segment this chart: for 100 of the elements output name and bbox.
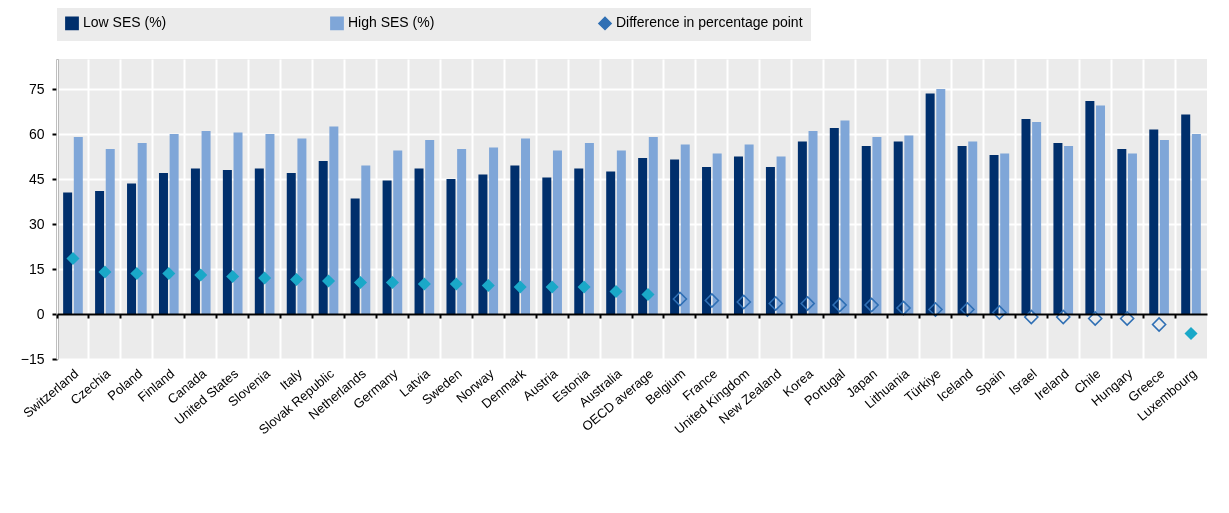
bar <box>1064 146 1074 314</box>
bar <box>158 173 168 314</box>
bar <box>712 153 722 314</box>
point <box>1119 311 1135 326</box>
bar <box>318 161 328 314</box>
bar <box>680 144 690 314</box>
bar <box>1117 149 1127 314</box>
point <box>449 277 463 291</box>
bar <box>190 168 200 314</box>
bar <box>957 146 967 314</box>
bar <box>1149 129 1159 314</box>
bar <box>1127 153 1137 314</box>
y-tick-label: 45 <box>28 170 45 187</box>
bar <box>733 156 743 314</box>
bar <box>233 132 243 314</box>
bar <box>329 126 339 314</box>
point <box>290 272 304 287</box>
bar <box>765 167 775 314</box>
point <box>864 297 879 313</box>
bar <box>446 179 456 314</box>
bar <box>1096 105 1106 314</box>
bar <box>425 140 435 314</box>
bar <box>1021 119 1031 314</box>
bar <box>201 131 211 314</box>
bar <box>648 137 658 314</box>
bar <box>936 89 946 314</box>
point <box>194 268 208 282</box>
bar <box>1159 140 1169 314</box>
bar <box>744 144 754 314</box>
point <box>832 297 847 313</box>
point <box>896 300 911 316</box>
bar <box>861 146 871 314</box>
bar <box>989 155 999 314</box>
point <box>609 284 623 299</box>
bar <box>63 192 73 314</box>
bar <box>670 159 680 314</box>
bar <box>265 134 275 314</box>
bar <box>552 150 562 314</box>
point <box>672 291 688 307</box>
point <box>481 278 495 293</box>
bar <box>840 120 850 314</box>
point <box>417 277 431 291</box>
point <box>258 271 272 285</box>
bar <box>350 198 360 314</box>
bar <box>829 128 839 314</box>
bar <box>105 149 115 314</box>
point <box>960 302 975 317</box>
bar <box>616 150 626 314</box>
bar <box>414 168 424 314</box>
point <box>577 280 591 294</box>
point <box>226 269 240 284</box>
point <box>98 265 112 279</box>
bar <box>222 170 232 314</box>
bar <box>1191 134 1201 314</box>
bar <box>904 135 914 314</box>
point <box>992 305 1007 320</box>
legend-label: Low SES (%) <box>83 14 167 31</box>
bar <box>95 191 105 314</box>
bar <box>1000 153 1010 314</box>
point <box>513 280 527 294</box>
point <box>1055 309 1071 325</box>
point <box>385 275 399 290</box>
bar <box>521 138 531 314</box>
bar <box>776 156 786 314</box>
bar <box>606 171 616 314</box>
bar <box>584 143 594 314</box>
bar <box>968 141 978 314</box>
bar <box>1085 101 1095 314</box>
bar <box>478 174 488 314</box>
point <box>545 280 559 294</box>
bar <box>808 131 818 314</box>
point <box>1087 311 1103 326</box>
point <box>162 266 176 281</box>
bar <box>797 141 807 314</box>
bar <box>574 168 584 314</box>
y-tick-label: 75 <box>28 80 45 97</box>
point <box>1151 317 1167 332</box>
point <box>66 251 80 266</box>
point <box>641 287 655 302</box>
point <box>1023 309 1039 325</box>
point <box>1184 326 1198 341</box>
bar <box>254 168 264 314</box>
bar <box>893 141 903 314</box>
bar <box>510 165 520 314</box>
bar <box>542 177 552 314</box>
point <box>736 294 752 310</box>
bar <box>297 138 307 314</box>
legend-label: High SES (%) <box>348 14 435 31</box>
point <box>928 302 943 317</box>
bar <box>457 149 467 314</box>
bar <box>489 147 499 314</box>
point <box>800 296 816 311</box>
point <box>768 296 784 311</box>
bar <box>702 167 712 314</box>
bar <box>1181 114 1191 314</box>
bar <box>361 165 371 314</box>
legend-label: Difference in percentage point <box>616 14 803 31</box>
bar <box>393 150 403 314</box>
y-tick-label: 60 <box>28 125 45 142</box>
y-tick-label: 0 <box>36 305 45 322</box>
